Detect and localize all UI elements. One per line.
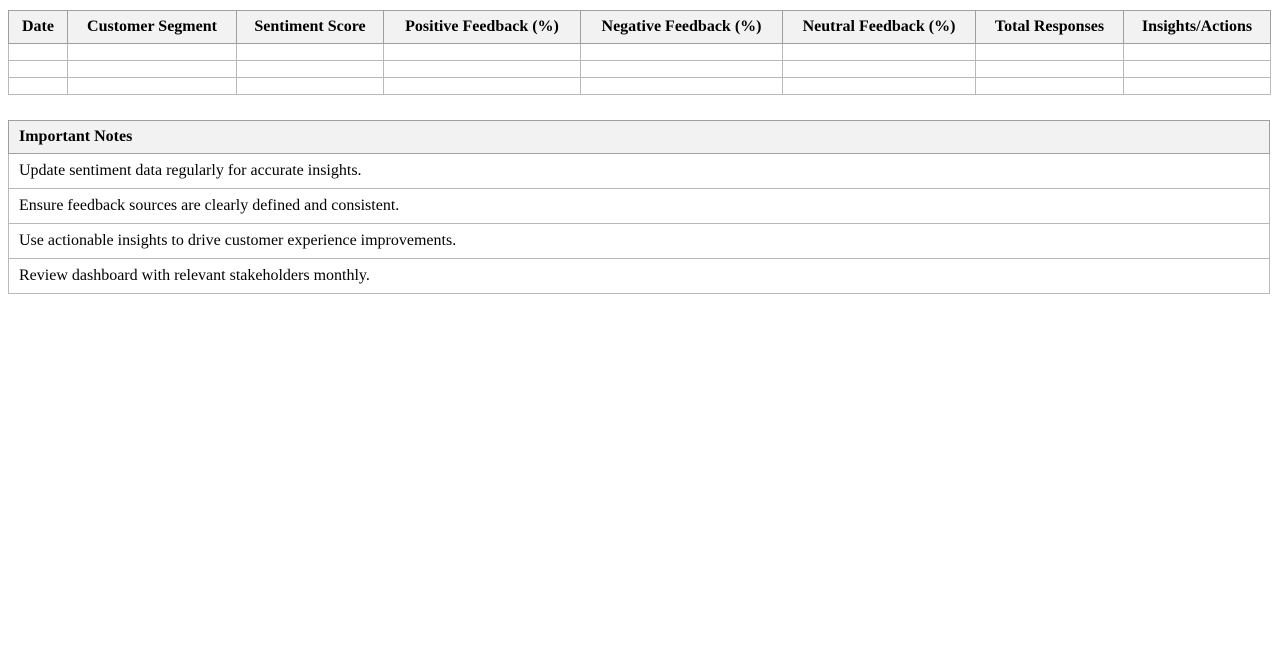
column-header-customer-segment: Customer Segment <box>67 10 237 44</box>
table-row <box>8 77 1271 95</box>
note-text: Use actionable insights to drive custome… <box>8 223 1270 259</box>
empty-cell <box>580 60 783 78</box>
empty-cell <box>236 60 384 78</box>
table-row <box>8 43 1271 61</box>
empty-cell <box>782 60 976 78</box>
empty-cell <box>1123 43 1271 61</box>
note-row: Review dashboard with relevant stakehold… <box>8 258 1270 294</box>
empty-cell <box>975 60 1124 78</box>
column-header-insights-actions: Insights/Actions <box>1123 10 1271 44</box>
empty-cell <box>1123 77 1271 95</box>
empty-cell <box>1123 60 1271 78</box>
note-text: Ensure feedback sources are clearly defi… <box>8 188 1270 224</box>
empty-cell <box>67 77 237 95</box>
note-row: Ensure feedback sources are clearly defi… <box>8 188 1270 224</box>
empty-cell <box>8 77 68 95</box>
column-header-date: Date <box>8 10 68 44</box>
column-header-positive-feedback: Positive Feedback (%) <box>383 10 581 44</box>
empty-cell <box>975 43 1124 61</box>
table-row <box>8 60 1271 78</box>
note-row: Use actionable insights to drive custome… <box>8 223 1270 259</box>
empty-cell <box>236 43 384 61</box>
empty-cell <box>580 77 783 95</box>
empty-cell <box>383 77 581 95</box>
notes-header: Important Notes <box>8 120 1270 154</box>
important-notes-table: Important Notes Update sentiment data re… <box>8 120 1270 294</box>
empty-cell <box>782 43 976 61</box>
empty-cell <box>975 77 1124 95</box>
column-header-neutral-feedback: Neutral Feedback (%) <box>782 10 976 44</box>
column-header-total-responses: Total Responses <box>975 10 1124 44</box>
note-row: Update sentiment data regularly for accu… <box>8 153 1270 189</box>
note-text: Update sentiment data regularly for accu… <box>8 153 1270 189</box>
sentiment-dashboard-table: Date Customer Segment Sentiment Score Po… <box>8 10 1271 95</box>
empty-cell <box>580 43 783 61</box>
column-header-negative-feedback: Negative Feedback (%) <box>580 10 783 44</box>
empty-cell <box>782 77 976 95</box>
empty-cell <box>383 60 581 78</box>
note-text: Review dashboard with relevant stakehold… <box>8 258 1270 294</box>
empty-cell <box>8 60 68 78</box>
dashboard-header-row: Date Customer Segment Sentiment Score Po… <box>8 10 1271 44</box>
empty-cell <box>67 43 237 61</box>
empty-cell <box>67 60 237 78</box>
empty-cell <box>8 43 68 61</box>
column-header-sentiment-score: Sentiment Score <box>236 10 384 44</box>
empty-cell <box>383 43 581 61</box>
notes-header-row: Important Notes <box>8 120 1270 154</box>
empty-cell <box>236 77 384 95</box>
